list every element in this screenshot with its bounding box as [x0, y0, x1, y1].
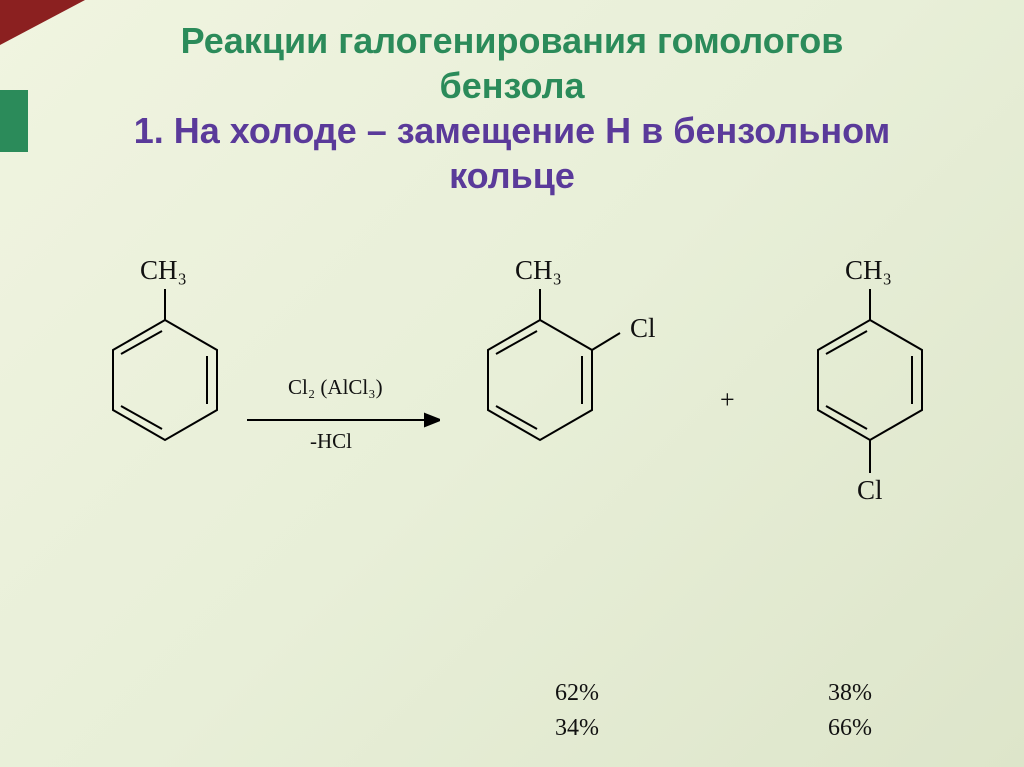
p1-pct2: 34% [555, 715, 599, 742]
p2-pct1: 38% [828, 680, 872, 707]
reagent-bottom: -HCl [310, 429, 352, 454]
p2-pct2: 66% [828, 715, 872, 742]
p1-pct1: 62% [555, 680, 599, 707]
p1-cl: Cl [630, 313, 656, 344]
p2-cl: Cl [857, 475, 883, 506]
product-para [800, 275, 940, 500]
side-accent [0, 90, 28, 152]
title-block: Реакции галогенирования гомологов бензол… [0, 0, 1024, 198]
title-line1: Реакции галогенирования гомологов [0, 18, 1024, 63]
reactant-ch3: CH₃ [140, 255, 187, 286]
p1-ch3: CH₃ [515, 255, 562, 286]
title-line4: кольце [0, 153, 1024, 198]
reactant-toluene [95, 275, 235, 460]
title-line3: 1. На холоде – замещение Н в бензольном [0, 108, 1024, 153]
plus-sign: + [720, 385, 735, 415]
reagent-top: Cl₂ (AlCl₃) [288, 375, 383, 400]
reaction-diagram: CH₃ Cl₂ (AlCl₃) -HCl CH₃ Cl + [0, 235, 1024, 755]
corner-accent [0, 0, 85, 45]
title-line2: бензола [0, 63, 1024, 108]
product-ortho [470, 275, 640, 460]
p2-ch3: CH₃ [845, 255, 892, 286]
